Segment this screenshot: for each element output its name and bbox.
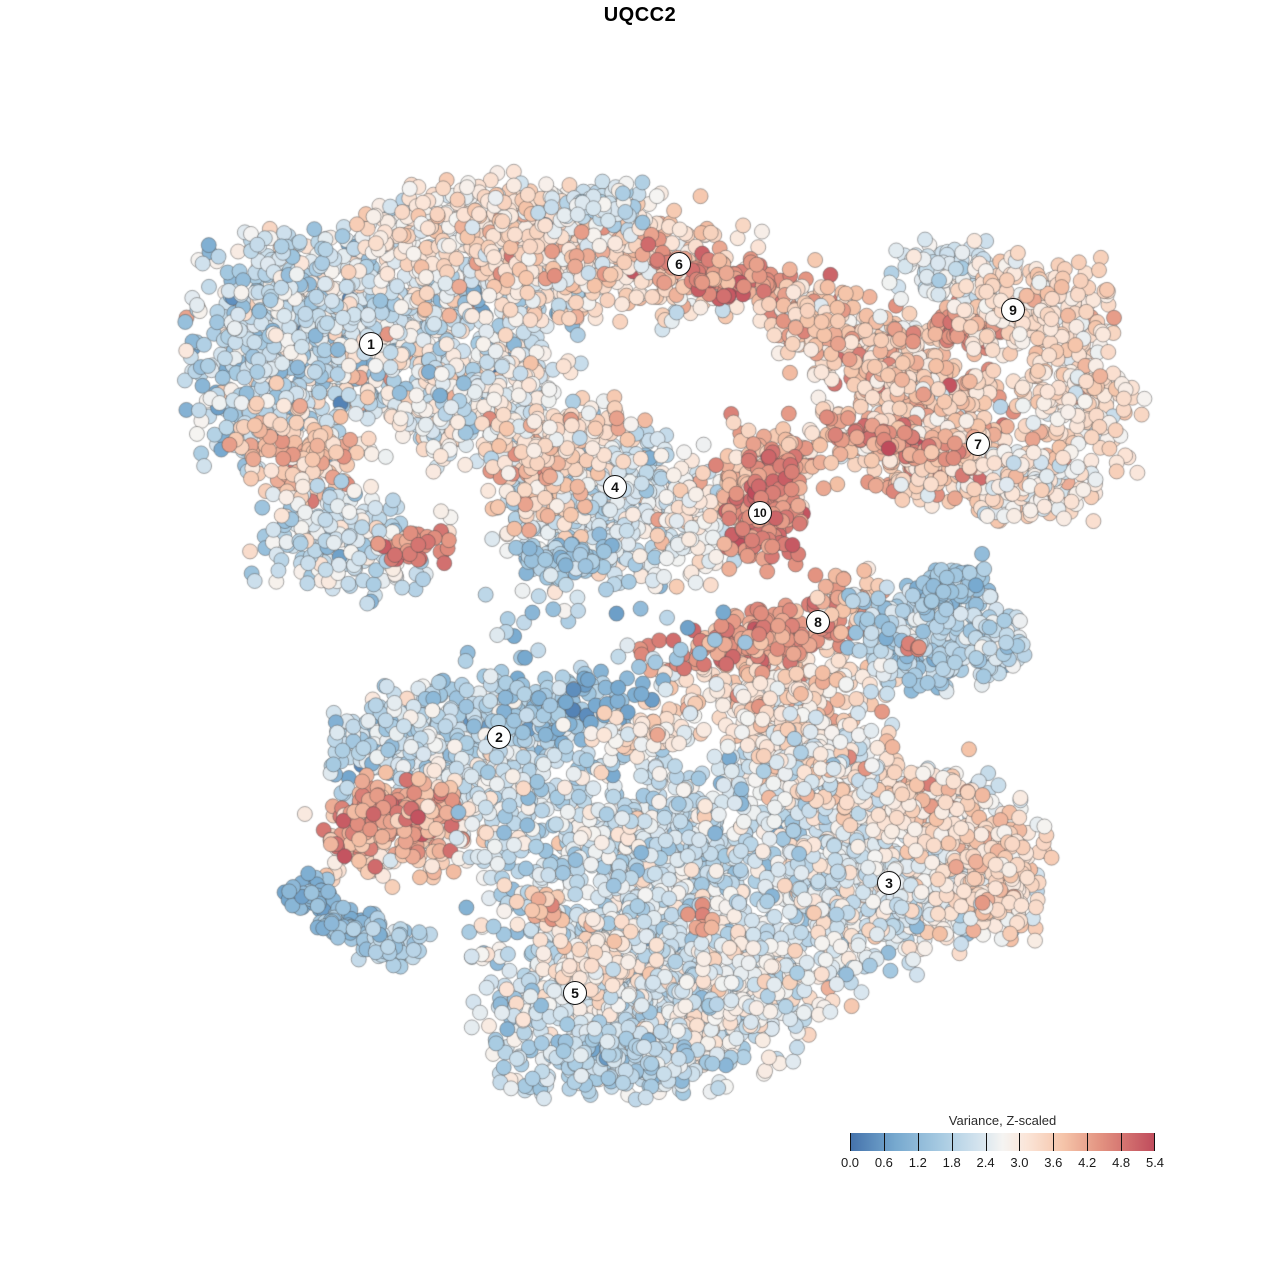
legend-tick-label: 0.6 [874, 1155, 893, 1170]
legend-tick-label: 1.2 [908, 1155, 927, 1170]
legend-tick-line [1019, 1133, 1021, 1151]
legend-title: Variance, Z-scaled [948, 1113, 1057, 1128]
cluster-label-10: 10 [748, 501, 772, 525]
legend-tick-label: 3.0 [1010, 1155, 1029, 1170]
legend-tick-label: 2.4 [976, 1155, 995, 1170]
legend-tick-label: 1.8 [942, 1155, 961, 1170]
cluster-label-3: 3 [877, 871, 901, 895]
legend-tick-label: 4.2 [1078, 1155, 1097, 1170]
cluster-label-4: 4 [603, 475, 627, 499]
legend-tick-line [985, 1133, 987, 1151]
colorbar-legend: Variance, Z-scaled 0.0 0.6 1.2 1.8 2.4 3.0 3.6… [841, 1113, 1164, 1170]
legend-tick-line [1121, 1133, 1123, 1151]
legend-tick-label: 3.6 [1044, 1155, 1063, 1170]
cluster-label-8: 8 [806, 610, 830, 634]
legend-tick-line [1053, 1133, 1055, 1151]
legend-tick-line [917, 1133, 919, 1151]
cluster-label-7: 7 [966, 432, 990, 456]
legend-tick-line [883, 1133, 885, 1151]
cluster-label-1: 1 [359, 332, 383, 356]
legend-tick-label: 5.4 [1145, 1155, 1165, 1170]
legend-tick-label: 4.8 [1112, 1155, 1131, 1170]
cluster-label-9: 9 [1001, 298, 1025, 322]
legend-tick-line [850, 1133, 851, 1151]
cluster-label-5: 5 [563, 981, 587, 1005]
colorbar-gradient [850, 1133, 1155, 1151]
legend-tick-line [951, 1133, 953, 1151]
legend-tick-label: 0.0 [840, 1155, 860, 1170]
cluster-label-2: 2 [487, 725, 511, 749]
legend-tick-line [1087, 1133, 1089, 1151]
legend-tick-line [1154, 1133, 1155, 1151]
cluster-label-6: 6 [667, 252, 691, 276]
